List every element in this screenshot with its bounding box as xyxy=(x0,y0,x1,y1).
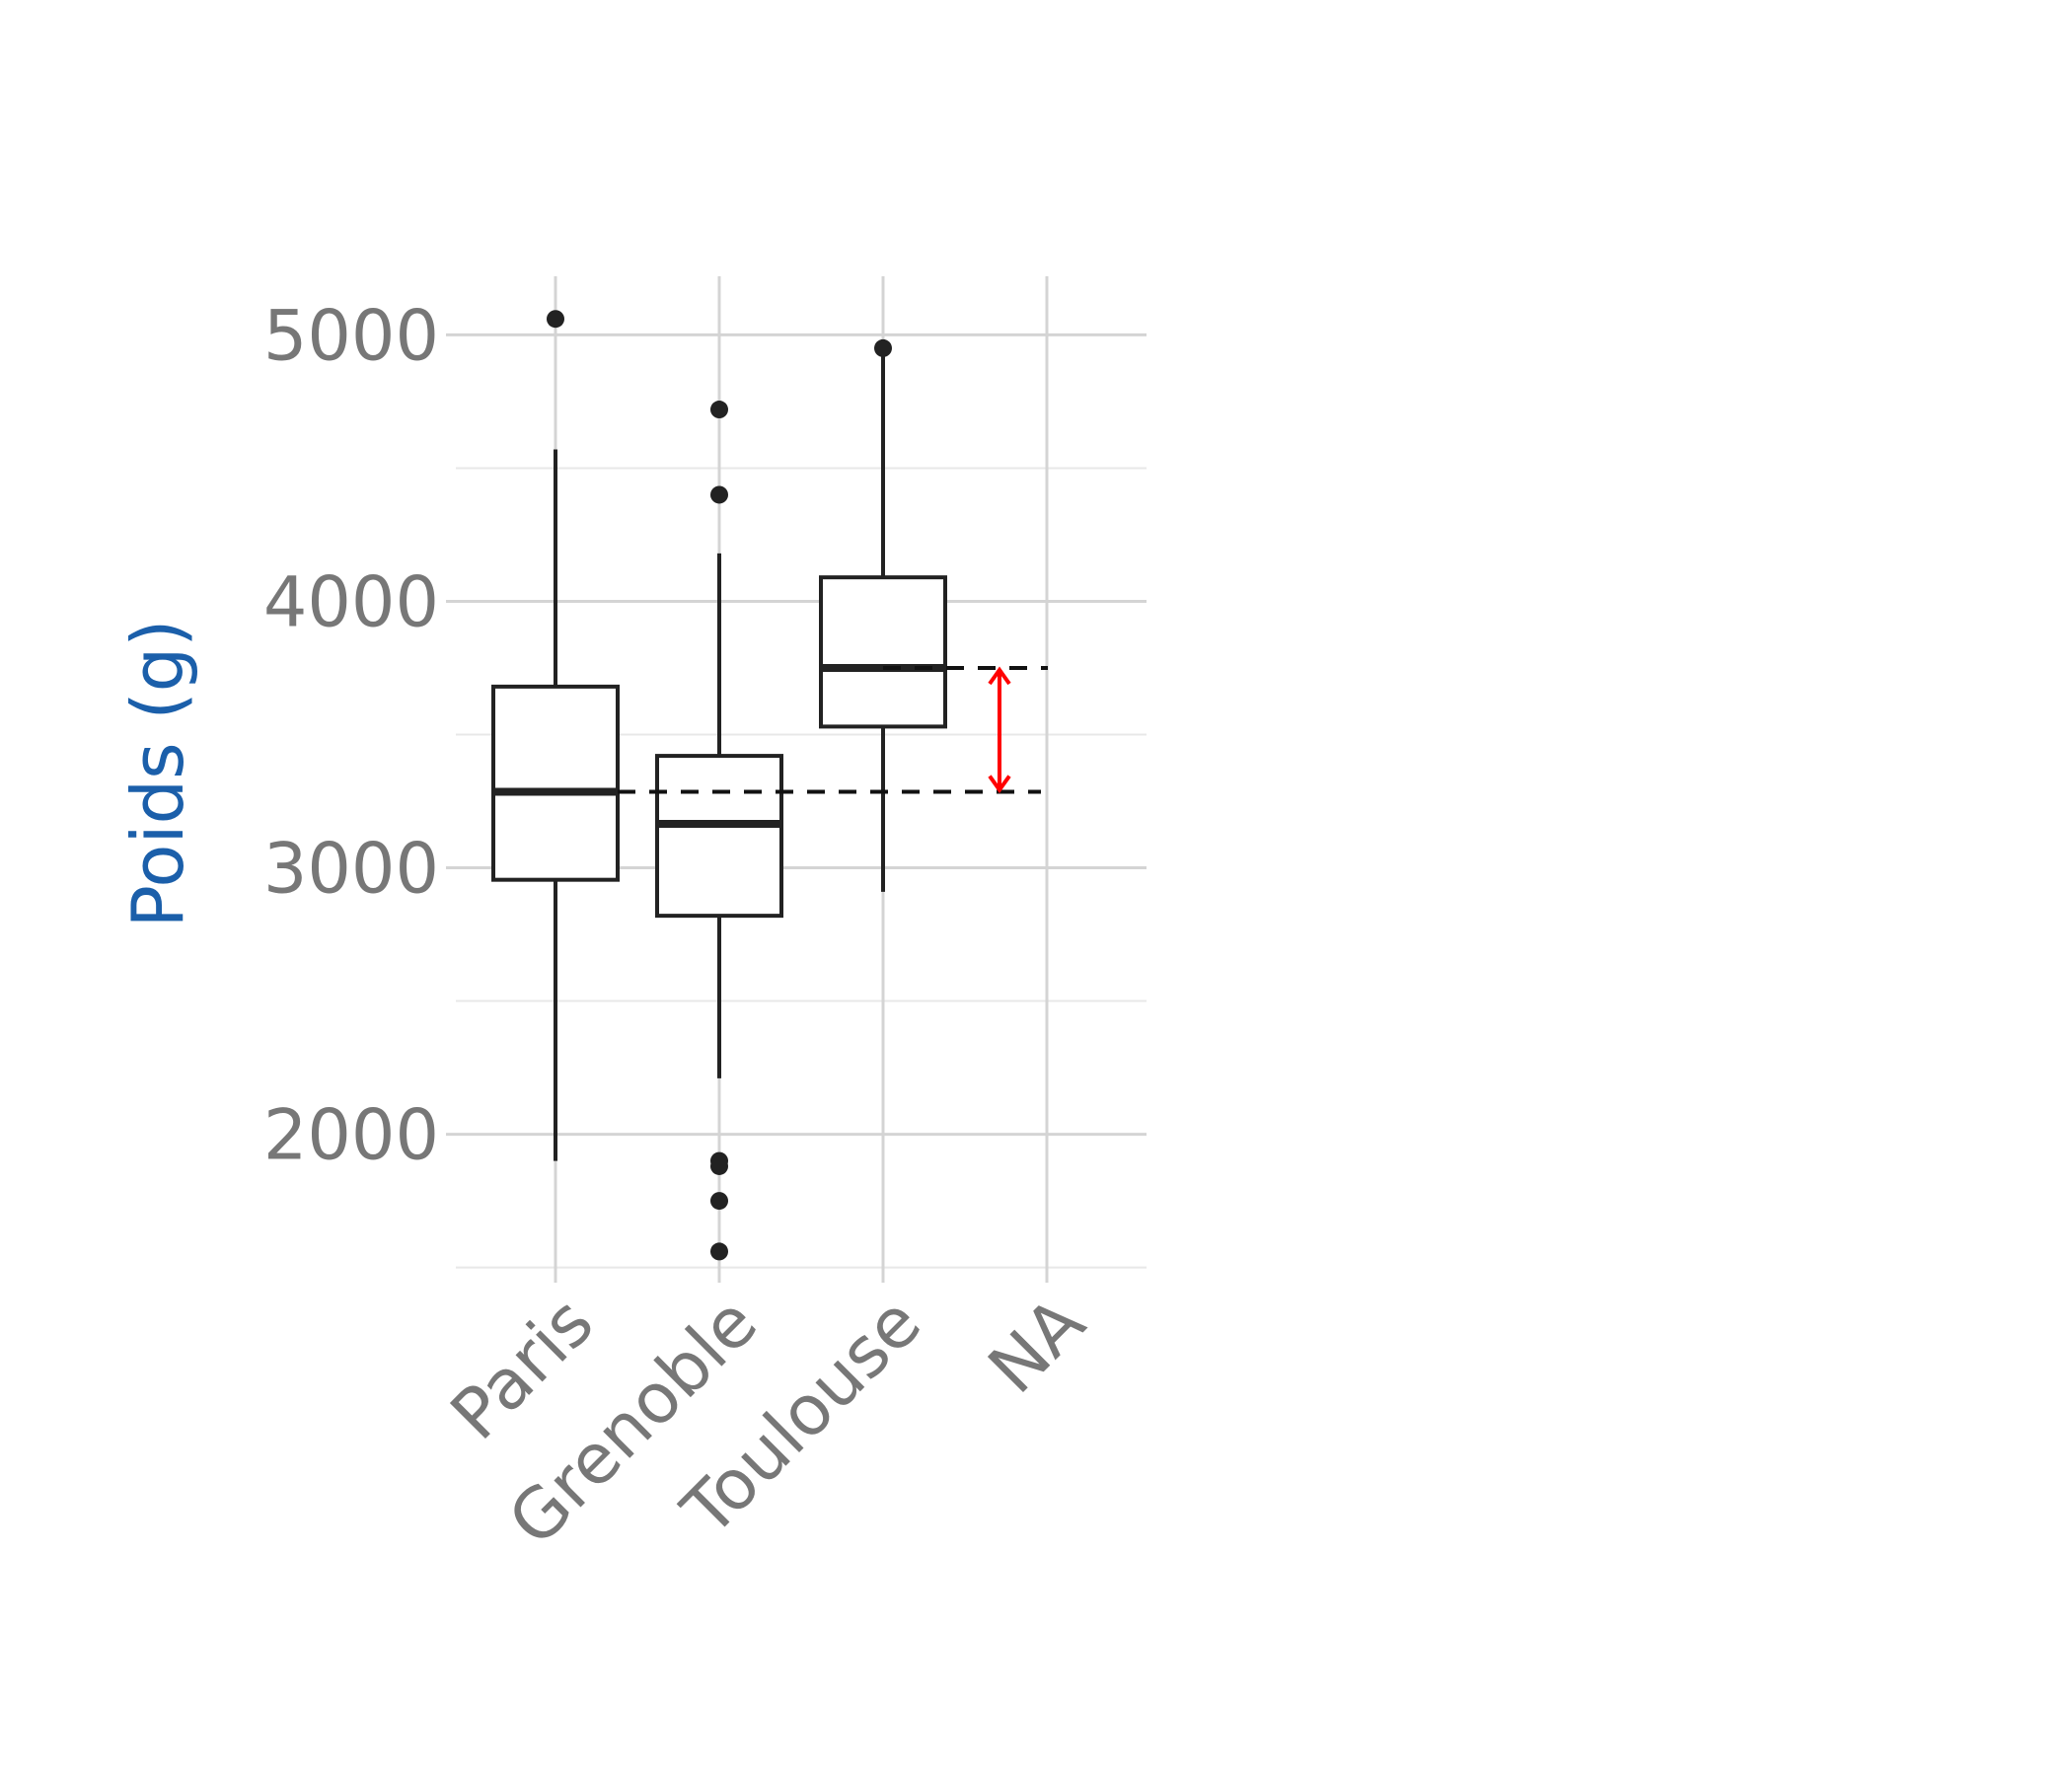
difference-annotation xyxy=(988,666,1011,793)
y-axis-label: Poids (g) xyxy=(116,620,199,928)
reference-lines xyxy=(618,665,1048,794)
outlier-point xyxy=(547,310,564,329)
box-grenoble xyxy=(655,401,783,1261)
outlier-point xyxy=(710,485,728,504)
y-tick-label: 5000 xyxy=(263,295,439,376)
boxes xyxy=(491,310,947,1261)
outlier-point xyxy=(710,401,728,419)
box-toulouse xyxy=(819,338,947,892)
outlier-point xyxy=(710,1156,728,1175)
arrow-head-bottom xyxy=(988,775,1011,793)
iqr-box xyxy=(655,754,783,919)
iqr-box xyxy=(819,575,947,729)
x-tick-label: NA xyxy=(973,1282,1100,1409)
y-tick-label: 2000 xyxy=(263,1095,439,1176)
box-paris xyxy=(491,310,620,1161)
outlier-point xyxy=(710,1242,728,1261)
y-axis-ticks: 2000 3000 4000 5000 xyxy=(263,295,439,1175)
iqr-box xyxy=(491,684,620,882)
arrow-head-top xyxy=(988,666,1011,686)
y-tick-label: 3000 xyxy=(263,829,439,910)
y-tick-label: 4000 xyxy=(263,561,439,642)
outlier-point xyxy=(874,338,892,357)
outlier-point xyxy=(710,1192,728,1211)
